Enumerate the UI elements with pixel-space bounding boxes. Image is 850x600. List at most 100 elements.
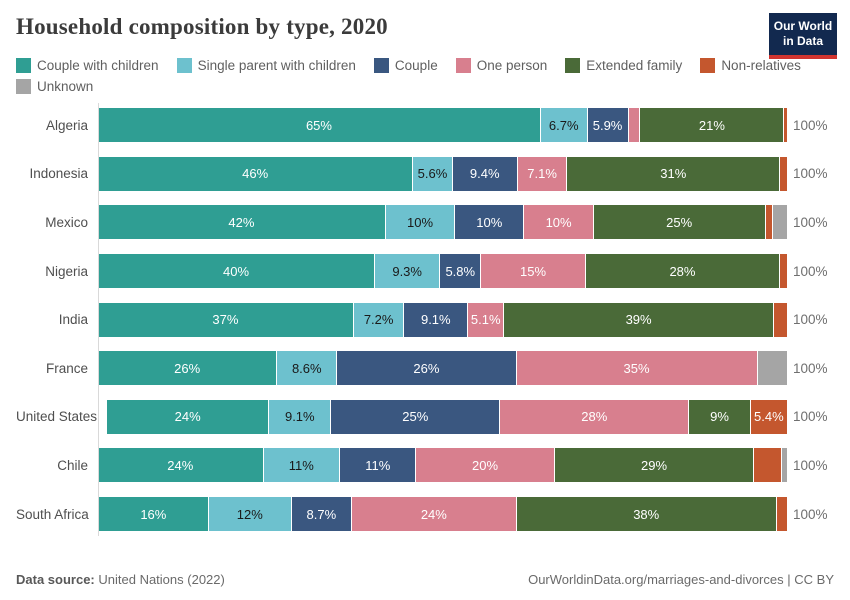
page-title: Household composition by type, 2020 — [16, 14, 388, 39]
bar-segment-couple_with_children[interactable]: 46% — [98, 156, 414, 191]
bar-segment-extended_family[interactable]: 38% — [516, 497, 777, 532]
legend-item-couple_with_children: Couple with children — [16, 58, 159, 73]
total-label: 100% — [793, 506, 828, 522]
bar-segment-unknown[interactable] — [757, 351, 787, 386]
bar-segment-single_parent_with_children[interactable]: 12% — [208, 497, 292, 532]
bar-segment-non_relatives[interactable] — [780, 156, 787, 191]
legend-swatch-icon — [176, 58, 192, 73]
bar-segment-couple_with_children[interactable]: 24% — [107, 399, 270, 434]
segment-value-label: 31% — [660, 166, 687, 182]
bar-segment-extended_family[interactable]: 31% — [567, 156, 781, 191]
stacked-bar: 65% 6.7% 5.9% 21% — [98, 108, 787, 143]
legend-label: Single parent with children — [197, 58, 356, 73]
bar-segment-one_person[interactable]: 15% — [481, 254, 586, 289]
bar-segment-single_parent_with_children[interactable]: 7.2% — [353, 302, 405, 337]
chart-row: South Africa 16% 12% 8.7% 24% 38% 100% — [16, 490, 834, 539]
bar-segment-one_person[interactable] — [628, 108, 641, 143]
legend-swatch-icon — [700, 58, 716, 73]
bar-segment-couple_with_children[interactable]: 65% — [98, 108, 541, 143]
bar-segment-single_parent_with_children[interactable]: 9.1% — [269, 399, 332, 434]
bar-segment-extended_family[interactable]: 25% — [593, 205, 766, 240]
bar-segment-non_relatives[interactable] — [754, 448, 782, 483]
bar-segment-one_person[interactable]: 24% — [352, 497, 517, 532]
bar-segment-non_relatives[interactable] — [776, 497, 787, 532]
bar-segment-extended_family[interactable]: 29% — [554, 448, 755, 483]
chart-area: Algeria 65% 6.7% 5.9% 21% 100% Indonesia 46… — [0, 101, 850, 538]
bar-segment-extended_family[interactable]: 28% — [585, 254, 781, 289]
legend-swatch-icon — [455, 58, 471, 73]
bar-segment-single_parent_with_children[interactable]: 11% — [263, 448, 341, 483]
bar-segment-couple_with_children[interactable]: 16% — [98, 497, 209, 532]
bar-segment-single_parent_with_children[interactable]: 10% — [385, 205, 456, 240]
bar-segment-couple[interactable]: 26% — [337, 351, 517, 386]
segment-value-label: 28% — [581, 409, 608, 425]
bar-segment-couple_with_children[interactable]: 26% — [98, 351, 278, 386]
bar-segment-one_person[interactable]: 20% — [416, 448, 555, 483]
legend-item-couple: Couple — [373, 58, 438, 73]
bar-segment-one_person[interactable]: 28% — [500, 399, 690, 434]
bar-segment-extended_family[interactable]: 9% — [689, 399, 751, 434]
bar-segment-couple[interactable]: 9.1% — [404, 302, 469, 337]
legend-label: Unknown — [37, 79, 94, 94]
chart-row: Indonesia 46% 5.6% 9.4% 7.1% 31% 100% — [16, 150, 834, 199]
bar-segment-one_person[interactable]: 10% — [524, 205, 594, 240]
bar-segment-single_parent_with_children[interactable]: 8.6% — [277, 351, 338, 386]
bar-segment-extended_family[interactable]: 39% — [504, 302, 774, 337]
bar-segment-unknown[interactable] — [781, 448, 788, 483]
segment-value-label: 38% — [633, 506, 660, 522]
bar-segment-couple[interactable]: 5.8% — [440, 254, 482, 289]
stacked-bar: 24% 11% 11% 20% 29% — [98, 448, 788, 483]
bar-segment-non_relatives[interactable] — [765, 205, 774, 240]
bar-segment-non_relatives[interactable] — [773, 302, 787, 337]
segment-value-label: 8.7% — [306, 506, 337, 522]
bar-segment-single_parent_with_children[interactable]: 5.6% — [413, 156, 453, 191]
segment-value-label: 24% — [174, 409, 201, 425]
chart-row: Mexico 42% 10% 10% 10% 25% 100% — [16, 198, 834, 247]
bar-segment-one_person[interactable]: 35% — [516, 351, 758, 386]
bar-segment-couple[interactable]: 8.7% — [291, 497, 353, 532]
bar-segment-non_relatives[interactable] — [784, 108, 787, 143]
stacked-bar: 37% 7.2% 9.1% 5.1% 39% — [98, 302, 787, 337]
chart-header: Household composition by type, 2020 — [0, 0, 850, 40]
segment-value-label: 5.9% — [592, 117, 623, 133]
bar-segment-couple[interactable]: 11% — [340, 448, 417, 483]
bar-segment-single_parent_with_children[interactable]: 6.7% — [540, 108, 588, 143]
bar-segment-couple[interactable]: 25% — [331, 399, 501, 434]
segment-value-label: 12% — [236, 506, 263, 522]
country-label: Chile — [57, 457, 88, 473]
bar-segment-single_parent_with_children[interactable]: 9.3% — [375, 254, 441, 289]
chart-row: India 37% 7.2% 9.1% 5.1% 39% 100% — [16, 295, 834, 344]
bar-segment-one_person[interactable]: 5.1% — [468, 302, 505, 337]
credit-separator: | — [787, 572, 791, 587]
license-link[interactable]: CC BY — [794, 572, 834, 587]
bar-segment-couple_with_children[interactable]: 42% — [98, 205, 386, 240]
bar-segment-non_relatives[interactable] — [780, 254, 787, 289]
legend-swatch-icon — [16, 79, 31, 94]
stacked-bar: 24% 9.1% 25% 28% 9% 5.4% — [107, 399, 787, 434]
segment-value-label: 25% — [666, 214, 693, 230]
bar-segment-couple[interactable]: 9.4% — [452, 156, 518, 191]
bar-segment-one_person[interactable]: 7.1% — [517, 156, 568, 191]
credit-link[interactable]: OurWorldinData.org/marriages-and-divorce… — [528, 572, 784, 587]
bar-segment-couple[interactable]: 5.9% — [587, 108, 629, 143]
segment-value-label: 24% — [167, 457, 194, 473]
data-source-text: United Nations (2022) — [98, 572, 225, 587]
total-label: 100% — [793, 166, 828, 182]
bar-segment-non_relatives[interactable]: 5.4% — [750, 399, 787, 434]
bar-segment-couple[interactable]: 10% — [455, 205, 525, 240]
owid-logo-line2: in Data — [782, 34, 823, 49]
segment-value-label: 10% — [545, 214, 572, 230]
legend-label: Non-relatives — [721, 58, 801, 73]
bar-segment-extended_family[interactable]: 21% — [640, 108, 785, 143]
total-label: 100% — [793, 457, 828, 473]
segment-value-label: 5.1% — [470, 312, 501, 328]
bar-segment-couple_with_children[interactable]: 37% — [98, 302, 354, 337]
segment-value-label: 26% — [413, 360, 440, 376]
bar-segment-couple_with_children[interactable]: 40% — [98, 254, 376, 289]
chart-rows: Algeria 65% 6.7% 5.9% 21% 100% Indonesia 46… — [16, 101, 834, 538]
segment-value-label: 6.7% — [548, 117, 579, 133]
bar-segment-couple_with_children[interactable]: 24% — [98, 448, 264, 483]
segment-value-label: 9.1% — [284, 409, 315, 425]
segment-value-label: 24% — [420, 506, 447, 522]
bar-segment-unknown[interactable] — [773, 205, 787, 240]
